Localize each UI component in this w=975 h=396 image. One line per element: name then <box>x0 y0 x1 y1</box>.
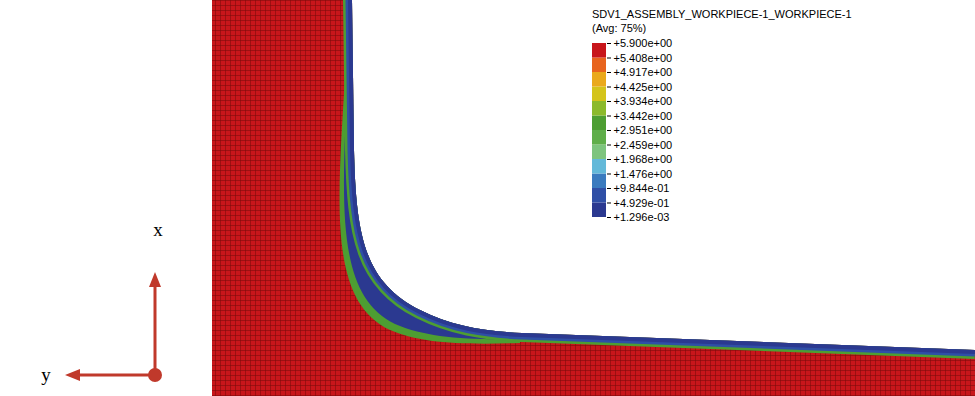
svg-text:+4.917e+00: +4.917e+00 <box>614 66 673 78</box>
svg-text:+5.900e+00: +5.900e+00 <box>614 37 673 49</box>
svg-text:+1.968e+00: +1.968e+00 <box>614 153 673 165</box>
svg-text:x: x <box>153 219 163 240</box>
svg-text:+3.442e+00: +3.442e+00 <box>614 110 673 122</box>
svg-text:+2.459e+00: +2.459e+00 <box>614 139 673 151</box>
svg-text:+1.296e-03: +1.296e-03 <box>614 211 670 223</box>
html-text:(Avg: 75%): (Avg: 75%) <box>592 22 647 34</box>
svg-text:+3.934e+00: +3.934e+00 <box>614 95 673 107</box>
svg-text:+4.425e+00: +4.425e+00 <box>614 81 673 93</box>
svg-text:+9.844e-01: +9.844e-01 <box>614 182 670 194</box>
svg-text:+2.951e+00: +2.951e+00 <box>614 124 673 136</box>
html-text:SDV1_ASSEMBLY_WORKPIECE-1_WORK: SDV1_ASSEMBLY_WORKPIECE-1_WORKPIECE-1 <box>592 8 852 20</box>
svg-text:y: y <box>41 364 51 385</box>
svg-text:+4.929e-01: +4.929e-01 <box>614 197 670 209</box>
svg-text:+1.476e+00: +1.476e+00 <box>614 168 673 180</box>
svg-text:+5.408e+00: +5.408e+00 <box>614 52 673 64</box>
